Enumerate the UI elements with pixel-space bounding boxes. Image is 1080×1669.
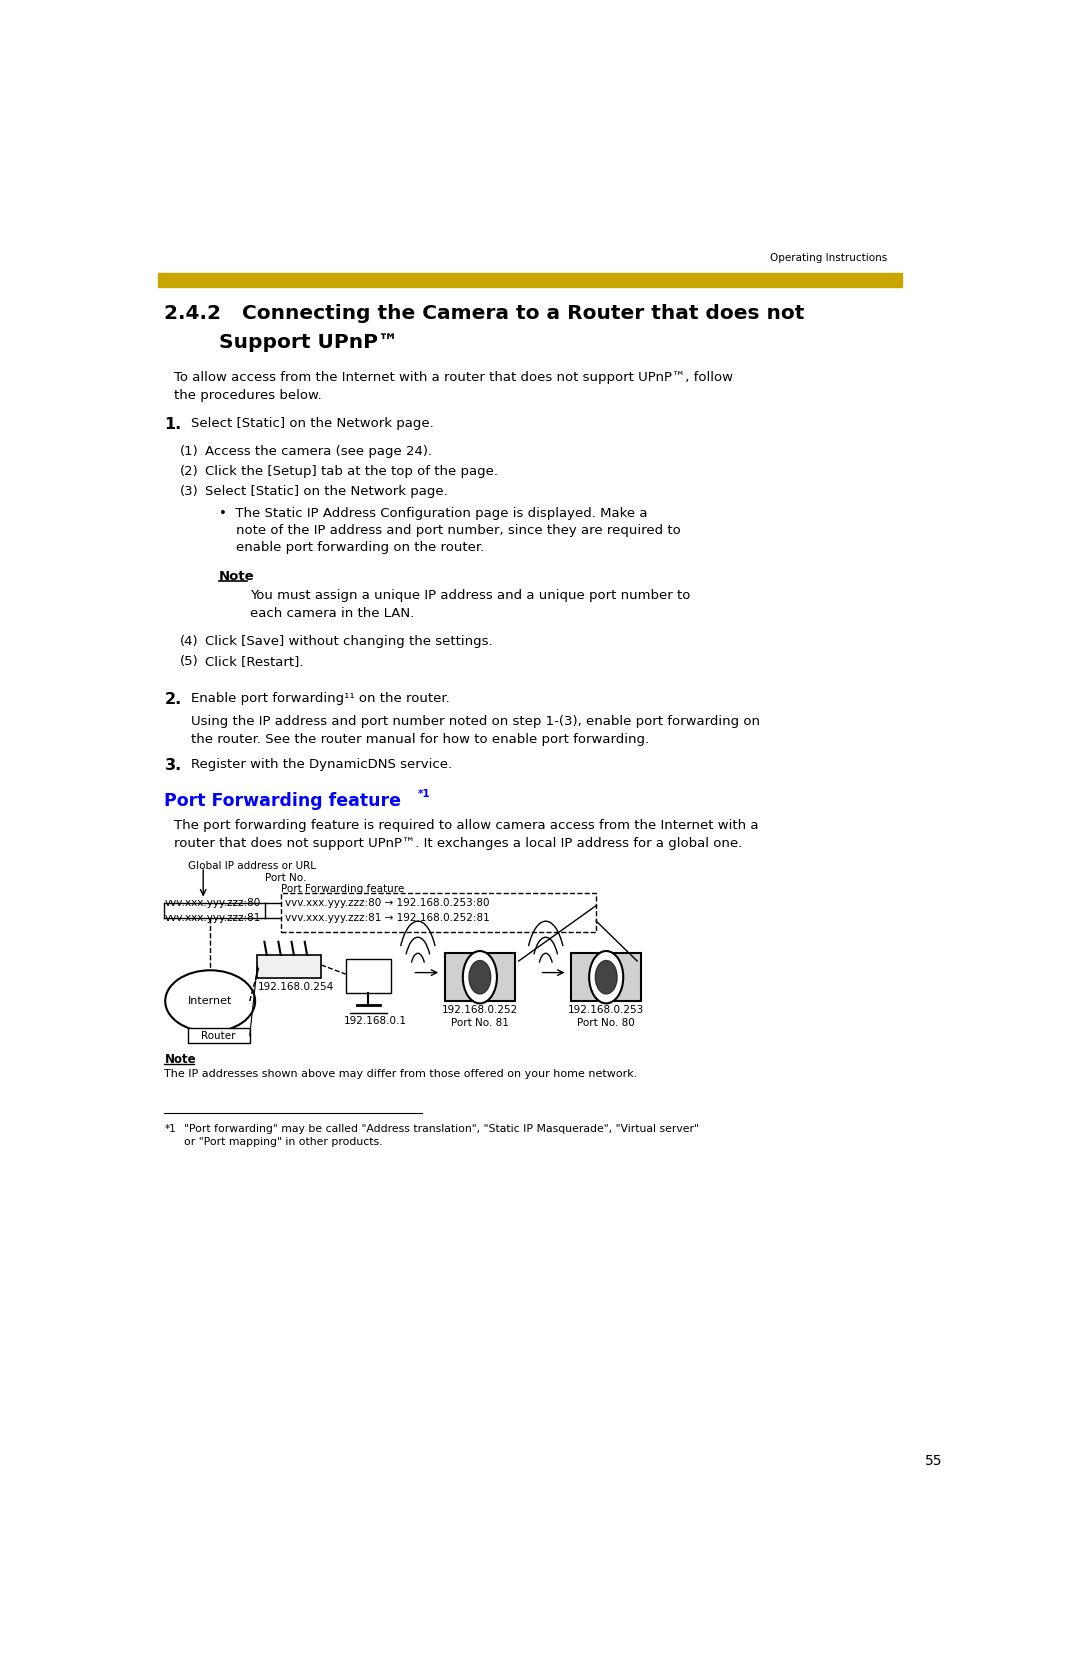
Text: (4): (4): [180, 634, 199, 648]
Text: Click [Restart].: Click [Restart].: [205, 654, 303, 668]
Text: Enable port forwarding¹¹ on the router.: Enable port forwarding¹¹ on the router.: [191, 691, 449, 704]
Text: Select [Static] on the Network page.: Select [Static] on the Network page.: [191, 417, 433, 431]
Bar: [257, 955, 321, 978]
Text: Access the camera (see page 24).: Access the camera (see page 24).: [205, 446, 432, 457]
Circle shape: [590, 951, 623, 1003]
Bar: [159, 274, 902, 287]
Text: vvv.xxx.yyy.zzz:81: vvv.xxx.yyy.zzz:81: [164, 913, 261, 923]
Text: 192.168.0.252
Port No. 81: 192.168.0.252 Port No. 81: [442, 1005, 518, 1028]
Text: Internet: Internet: [188, 996, 232, 1006]
Text: "Port forwarding" may be called "Address translation", "Static IP Masquerade", ": "Port forwarding" may be called "Address…: [184, 1125, 699, 1148]
Text: The IP addresses shown above may differ from those offered on your home network.: The IP addresses shown above may differ …: [164, 1068, 638, 1078]
Text: Port No.: Port No.: [266, 873, 307, 883]
Text: vvv.xxx.yyy.zzz:80: vvv.xxx.yyy.zzz:80: [164, 898, 260, 908]
Bar: [281, 893, 596, 931]
Text: Click the [Setup] tab at the top of the page.: Click the [Setup] tab at the top of the …: [205, 466, 498, 477]
Text: Router: Router: [202, 1031, 235, 1041]
Text: 3.: 3.: [164, 758, 181, 773]
Text: Support UPnP™: Support UPnP™: [218, 332, 397, 352]
Text: Select [Static] on the Network page.: Select [Static] on the Network page.: [205, 486, 447, 497]
Text: 192.168.0.253
Port No. 80: 192.168.0.253 Port No. 80: [568, 1005, 645, 1028]
Text: Global IP address or URL: Global IP address or URL: [188, 861, 315, 871]
Text: (1): (1): [180, 446, 199, 457]
Text: vvv.xxx.yyy.zzz:81 → 192.168.0.252:81: vvv.xxx.yyy.zzz:81 → 192.168.0.252:81: [285, 913, 490, 923]
Text: note of the IP address and port number, since they are required to: note of the IP address and port number, …: [218, 524, 680, 537]
Text: You must assign a unique IP address and a unique port number to
each camera in t: You must assign a unique IP address and …: [249, 589, 690, 621]
Text: 2.: 2.: [164, 691, 181, 706]
Text: Port Forwarding feature: Port Forwarding feature: [164, 791, 402, 809]
Text: Click [Save] without changing the settings.: Click [Save] without changing the settin…: [205, 634, 492, 648]
Ellipse shape: [165, 970, 255, 1031]
Text: Port Forwarding feature: Port Forwarding feature: [281, 885, 404, 895]
Text: To allow access from the Internet with a router that does not support UPnP™, fol: To allow access from the Internet with a…: [174, 371, 732, 402]
Text: 55: 55: [926, 1454, 943, 1467]
Text: The port forwarding feature is required to allow camera access from the Internet: The port forwarding feature is required …: [174, 819, 758, 851]
Text: Using the IP address and port number noted on step 1-(3), enable port forwarding: Using the IP address and port number not…: [191, 714, 760, 746]
Bar: [445, 953, 515, 1001]
Text: Note: Note: [218, 569, 254, 582]
Text: enable port forwarding on the router.: enable port forwarding on the router.: [218, 541, 484, 554]
Text: (2): (2): [180, 466, 199, 477]
Text: Operating Instructions: Operating Instructions: [769, 254, 887, 264]
Text: 2.4.2   Connecting the Camera to a Router that does not: 2.4.2 Connecting the Camera to a Router …: [164, 304, 805, 324]
Circle shape: [469, 961, 490, 993]
Text: 192.168.0.1: 192.168.0.1: [345, 1016, 407, 1026]
Text: vvv.xxx.yyy.zzz:80 → 192.168.0.253:80: vvv.xxx.yyy.zzz:80 → 192.168.0.253:80: [285, 898, 490, 908]
Text: (5): (5): [180, 654, 199, 668]
Text: *1: *1: [418, 788, 431, 798]
Text: Note: Note: [164, 1053, 197, 1066]
Circle shape: [595, 961, 617, 993]
Circle shape: [463, 951, 497, 1003]
Bar: [571, 953, 642, 1001]
Text: (3): (3): [180, 486, 199, 497]
Text: *1: *1: [164, 1125, 176, 1135]
Text: 192.168.0.254: 192.168.0.254: [257, 981, 334, 991]
Bar: [346, 958, 391, 993]
Text: •  The Static IP Address Configuration page is displayed. Make a: • The Static IP Address Configuration pa…: [218, 507, 647, 519]
Text: 1.: 1.: [164, 417, 181, 432]
Bar: [188, 1028, 249, 1043]
Text: Register with the DynamicDNS service.: Register with the DynamicDNS service.: [191, 758, 451, 771]
